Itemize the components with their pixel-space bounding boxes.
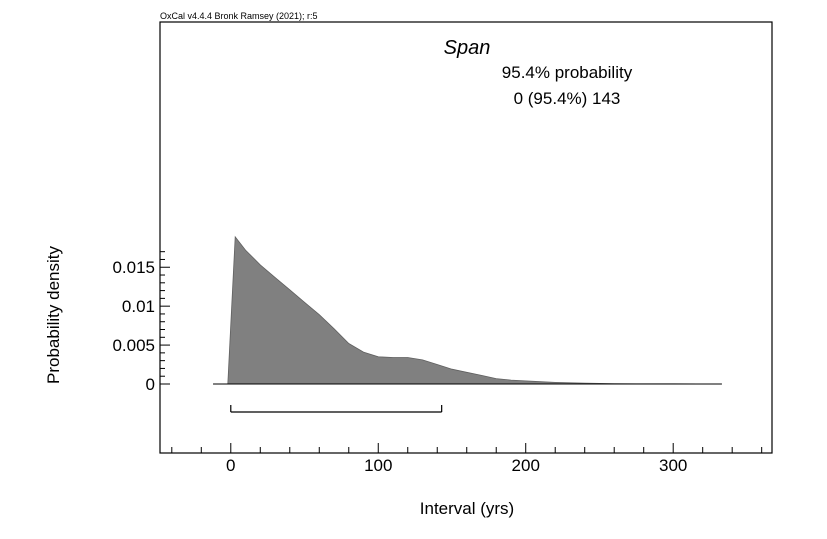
density-area — [213, 235, 722, 385]
y-tick-label: 0.015 — [112, 258, 155, 277]
y-axis: 0 0.005 0.01 0.015 — [112, 251, 170, 394]
chart-title: Span — [444, 37, 491, 59]
x-axis: 0 100 200 300 — [171, 443, 763, 475]
y-tick-label: 0.01 — [122, 297, 155, 316]
software-credit: OxCal v4.4.4 Bronk Ramsey (2021); r:5 — [160, 11, 318, 21]
x-tick-label: 200 — [512, 456, 540, 475]
x-tick-label: 100 — [364, 456, 392, 475]
y-tick-label: 0 — [146, 375, 155, 394]
x-tick-label: 300 — [659, 456, 687, 475]
x-axis-label: Interval (yrs) — [420, 499, 514, 518]
probability-label: 95.4% probability — [502, 63, 633, 82]
x-tick-label: 0 — [226, 456, 235, 475]
plot-frame — [159, 21, 773, 454]
y-axis-label: Probability density — [44, 246, 63, 384]
range-bracket — [230, 405, 443, 413]
range-summary: 0 (95.4%) 143 — [514, 89, 621, 108]
y-tick-label: 0.005 — [112, 336, 155, 355]
